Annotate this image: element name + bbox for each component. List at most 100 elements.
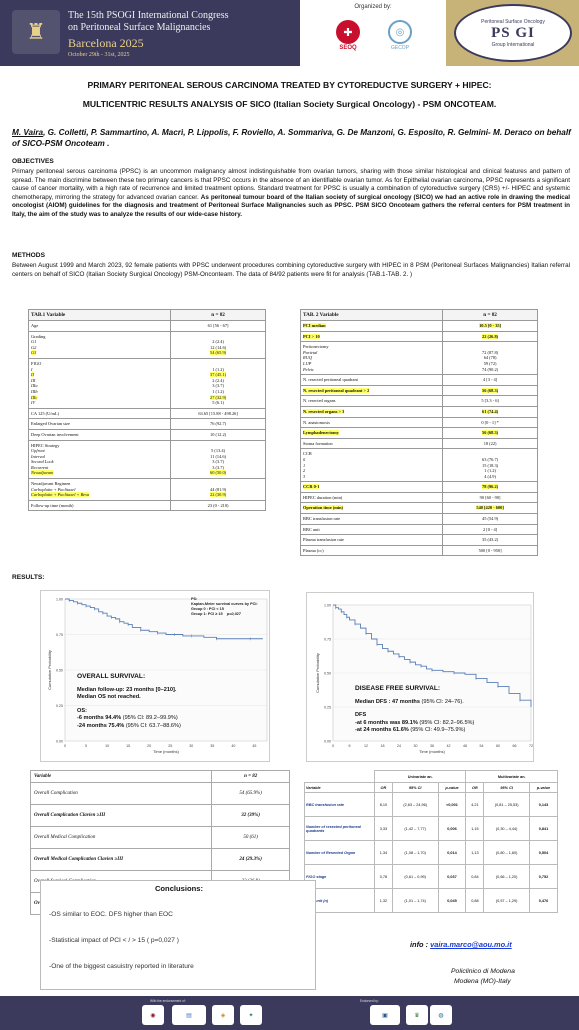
multi-cell: 1,13	[465, 840, 485, 865]
os-ps-group1: Group 1: PCI ≥ 15	[191, 612, 223, 616]
multivariate-table: Univariate an. Multivariate an. Variable OR…	[304, 770, 558, 913]
x-tick-label: 30	[189, 744, 193, 748]
objectives-bold: As peritoneal tumour board of the Italia…	[12, 193, 570, 218]
y-tick-label: 0.25	[56, 704, 63, 708]
x-tick-label: 40	[231, 744, 235, 748]
objectives-body: Primary peritoneal serous carcinoma (PPS…	[12, 168, 570, 201]
multi-column-header: 95% CI	[483, 782, 531, 793]
table-row: Overall Medical Complication Clavien ≥II…	[29, 848, 290, 871]
comp-value: 24 (29.3%)	[211, 848, 290, 871]
congress-line1: The 15th PSOGI International Congress	[68, 10, 229, 21]
gecop-icon: ◎	[388, 20, 412, 44]
psogi-logo: Peritoneal Surface Oncology PS GI Group …	[454, 4, 572, 62]
contact-email-link[interactable]: vaira.marco@aou.mo.it	[430, 940, 512, 949]
endorser-esso-icon: ▤	[172, 1005, 206, 1025]
os-ps-line3: Group 1: PCI ≥ 15 p=0,027	[191, 612, 258, 617]
x-tick-label: 72	[529, 744, 533, 748]
row-value: 63 (76.7) 15 (18.3) 1 (1.2) 4 (4.9)	[442, 448, 538, 483]
dfs-km-panel: 1.00 0.75 0.50 0.25 0.00 0 6 12 18 24 30 36 42 48 54 60…	[306, 592, 534, 762]
row-value: 540 [420 - 600]	[442, 502, 538, 515]
multi-cell: Number of resected peritoneal quadrants	[304, 816, 375, 841]
dfs-24-months: -at 24 months 61.6% (95% CI: 49.9–75.9%)	[355, 727, 474, 735]
multi-cell: 8,10	[374, 792, 393, 817]
os-heading: OVERALL SURVIVAL:	[77, 673, 146, 680]
row-value: 63.65 [15.88 - 498.26]	[170, 407, 266, 420]
x-tick-label: 0	[332, 744, 334, 748]
row-label: FIGO I II III IIIa IIIb IIIc IV	[27, 357, 172, 409]
multi-cell: (0,57 – 1,29)	[483, 888, 531, 913]
other-authors: , G. Colletti, P. Sammartino, A. Macrì, …	[12, 128, 571, 148]
row-value: 61 [56 - 67]	[170, 320, 266, 332]
psogi-panel: Peritoneal Surface Oncology PS GI Group …	[446, 0, 579, 66]
x-tick-label: 30	[414, 744, 418, 748]
dfs-heading: DISEASE FREE SURVIVAL:	[355, 685, 441, 692]
multi-cell: (1,08 – 1,70)	[391, 840, 439, 865]
conclusions-box: Conclusions: -OS similar to EOC. DFS hig…	[40, 880, 316, 990]
dfs-24-ci: (95% CI: 49.9–75.9%)	[408, 727, 466, 734]
x-tick-label: 48	[463, 744, 467, 748]
x-tick-label: 35	[210, 744, 214, 748]
x-tick-label: 60	[496, 744, 500, 748]
seoq-label: SEOQ	[339, 45, 357, 51]
multi-cell: (0,66 – 1,20)	[483, 864, 531, 889]
x-tick-label: 66	[513, 744, 517, 748]
dfs-6-ci: (95% CI: 82.2–96.5%)	[417, 719, 475, 726]
row-value: 10.5 [0 - 35]	[442, 320, 538, 332]
multi-cell: (0,80 – 1,60)	[483, 840, 531, 865]
gecop-logo: ◎ GECOP	[382, 20, 418, 54]
authors: M. Vaira, G. Colletti, P. Sammartino, A.…	[12, 127, 572, 149]
multi-column-header: Variable	[304, 782, 375, 793]
row-value: 56 (68.3)	[442, 384, 538, 397]
row-value: 0 [0 - 1] *	[442, 416, 538, 429]
row-value: 1 (1.2) 37 (45.1) 2 (2.4) 3 (3.7) 1 (1.2) 27 …	[170, 357, 266, 409]
table-row: Overall Medical Complication 50 (61)	[29, 826, 290, 849]
table-row: RBC transfusion rate 45 (54.9)	[299, 513, 538, 525]
row-label: Operation time (min)	[299, 502, 444, 515]
congress-dates: October 29th - 31st, 2025	[68, 52, 130, 58]
dfs-24-value: -at 24 months 61.6%	[355, 727, 409, 734]
info-label: info :	[410, 940, 431, 949]
row-value: 45 (54.9)	[442, 513, 538, 525]
y-tick-label: 0.50	[324, 672, 331, 676]
multi-cell: <0,001	[437, 792, 467, 817]
table-row: N. resected peritoneal quadrant 4 [3 - 4]	[299, 374, 538, 386]
header-n: n = 82	[442, 309, 538, 321]
table-2-surgical-data: TAB. 2 Variable n = 82 PCI median 10.5 [0 -…	[299, 309, 538, 557]
table-row: Peritonectomy Parietal RUQ LUP Pelvic 72 (87…	[299, 341, 538, 376]
table-row: Deep Ovarian involvement 10 (12.2)	[27, 428, 266, 441]
comp-header-row: Variable n = 82	[29, 770, 290, 783]
conclusion-item-2: -Statistical impact of PCI < / > 15 ( p=…	[49, 937, 179, 944]
dfs-median-ci: (95% CI: 24–76).	[419, 698, 464, 705]
table-row: RBC unit (n) 1,32 (1,01 – 1,74) 0,045 0,88 (0…	[304, 888, 558, 913]
barcelona-skyline-icon: ♜	[12, 10, 60, 54]
comp-value: 32 (39%)	[211, 804, 290, 827]
multi-cell: 4,21	[465, 792, 485, 817]
table-row: Follow-up time (month) 23 (0 - 210)	[27, 499, 266, 512]
row-value: 44 (81.9) 22 (30.9)	[170, 478, 266, 501]
row-label: N. resected organs	[299, 395, 444, 407]
poster-title-line2: MULTICENTRIC RESULTS ANALYSIS OF SICO (I…	[82, 99, 497, 109]
multi-column-header: p-value	[437, 782, 467, 793]
table-row: Enlarged Ovarian size 76 (92.7)	[27, 418, 266, 430]
row-value: 90 [60 - 90]	[442, 491, 538, 504]
row-label: Plasma (cc)	[299, 544, 444, 557]
table-row: N. anastomosis 0 [0 - 1] *	[299, 416, 538, 429]
multi-cell: 0,006	[437, 816, 467, 841]
row-value: 2 [0 - 4]	[442, 523, 538, 536]
y-tick-label: 0.75	[56, 633, 63, 637]
multi-cell: 0,476	[529, 888, 558, 913]
multi-cell: Number of Resected Organ	[304, 840, 375, 865]
row-value: 10 (12.2)	[170, 428, 266, 441]
row-value: 5 [3.3 - 6]	[442, 395, 538, 407]
row-value: 500 [0 - 950]	[442, 544, 538, 557]
y-tick-label: 1.00	[56, 598, 63, 602]
table-row: Plasma transfusion rate 35 (43.2)	[299, 534, 538, 546]
table-row: Age 61 [56 - 67]	[27, 320, 266, 332]
x-tick-label: 10	[105, 744, 109, 748]
comp-label: Overall Complication Clavien ≥III	[29, 804, 213, 827]
multi-cell: (2,63 – 24,96)	[391, 792, 439, 817]
comp-value: 50 (61)	[211, 826, 290, 849]
row-label: Neoadjuvant Regimen Carboplatin + Paclita…	[27, 478, 172, 501]
table-row: N. resected organs 5 [3.3 - 6]	[299, 395, 538, 407]
row-label: RBC unit	[299, 523, 444, 536]
